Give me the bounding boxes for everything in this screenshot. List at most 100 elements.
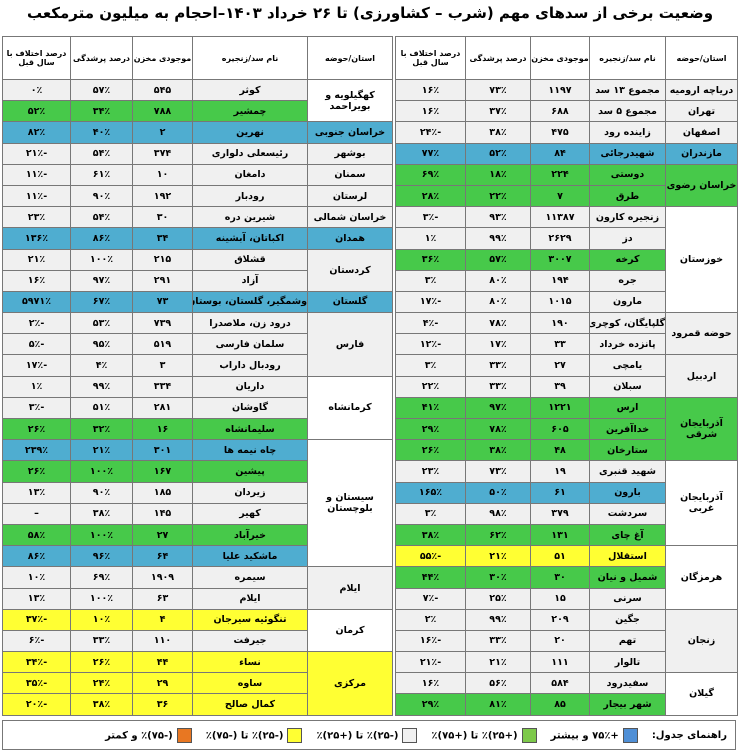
data-row: آزاد ۲۹۱ ۹۷٪ ۱۶٪: [2, 269, 393, 292]
dam-cell: کرخه: [589, 248, 666, 271]
dam-cell: ایلام: [192, 587, 308, 610]
change-cell: ۲۶٪: [2, 460, 71, 483]
dam-cell: شمیل و نیان: [589, 566, 666, 589]
header-row: استان/حوضه نام سد/زنجیره موجودی مخزن درصد پ…: [395, 36, 738, 80]
fill-cell: ۳۳٪: [465, 629, 531, 653]
data-row: پانزده خرداد ۳۳ ۱۷٪ -۱۲٪: [395, 333, 738, 356]
dam-cell: قشلاق: [192, 248, 308, 271]
dam-cell: تنگوئیه سیرجان: [192, 608, 308, 631]
fill-cell: ۹۹٪: [465, 608, 531, 631]
change-cell: -۳۷٪: [2, 608, 71, 631]
column-header: موجودی مخزن: [530, 36, 590, 80]
fill-cell: ۶۷٪: [70, 290, 133, 314]
volume-cell: ۴۷۵: [530, 121, 590, 144]
dam-cell: نساء: [192, 651, 308, 674]
province-cell: لرستان: [307, 184, 393, 208]
dam-cell: درود زن، ملاصدرا: [192, 312, 308, 335]
dam-cell: سیمره: [192, 566, 308, 589]
dam-cell: شهر بیجار: [589, 693, 666, 716]
fill-cell: ۳۳٪: [70, 629, 133, 653]
legend-label: +۷۵٪ و بیشتر: [550, 730, 619, 741]
volume-cell: ۲۸۱: [132, 396, 193, 420]
legend-swatch: [176, 727, 192, 743]
data-row: هرمزگان استقلال ۵۱ ۲۱٪ -۵۵٪: [395, 545, 738, 610]
legend-swatch: [287, 727, 303, 743]
data-row: کمال صالح ۳۶ ۳۸٪ -۲۰٪: [2, 693, 393, 716]
fill-cell: ۳۷٪: [465, 100, 531, 123]
volume-cell: ۷: [530, 184, 590, 208]
header-row: استان/حوضه نام سد/زنجیره موجودی مخزن درصد پ…: [2, 36, 393, 80]
volume-cell: ۱۹۰: [530, 312, 590, 335]
province-cell: فارس: [307, 312, 393, 377]
dam-cell: زنجیره کارون: [589, 206, 666, 229]
volume-cell: ۲۰۹: [530, 608, 590, 631]
province-cell: کرمان: [307, 608, 393, 653]
dam-cell: رودبار: [192, 184, 308, 208]
data-row: کرمان تنگوئیه سیرجان ۴ ۱۰٪ -۳۷٪: [2, 608, 393, 653]
fill-cell: ۳۳٪: [465, 375, 531, 398]
province-cell: دریاچه ارومیه: [665, 78, 738, 102]
data-row: سلیمانشاه ۱۶ ۳۲٪ ۲۶٪: [2, 417, 393, 441]
change-cell: -۱۷٪: [395, 290, 466, 314]
dam-cell: نهرین: [192, 121, 308, 144]
fill-cell: ۶۹٪: [70, 566, 133, 589]
data-row: ایلام سیمره ۱۹۰۹ ۶۹٪ ۱۰٪: [2, 566, 393, 610]
volume-cell: ۳: [132, 354, 193, 377]
change-cell: -۳٪: [395, 206, 466, 229]
data-row: خیرآباد ۲۷ ۱۰۰٪ ۵۸٪: [2, 523, 393, 547]
change-cell: -۲۰٪: [2, 693, 71, 716]
volume-cell: ۶۴: [132, 545, 193, 568]
dam-cell: خیرآباد: [192, 523, 308, 547]
change-cell: -۳۵٪: [2, 672, 71, 695]
change-cell: ۱۶٪: [395, 672, 466, 695]
data-row: خراسان رضوی دوستی ۲۲۴ ۱۸٪ ۶۹٪: [395, 163, 738, 208]
dam-cell: پانزده خرداد: [589, 333, 666, 356]
province-cell: اردبیل: [665, 354, 738, 398]
volume-cell: ۱۰۱۵: [530, 290, 590, 314]
data-row: جیرفت ۱۱۰ ۳۳٪ -۶٪: [2, 629, 393, 653]
volume-cell: ۵۱: [530, 545, 590, 568]
change-cell: ۵۹۷۱٪: [2, 290, 71, 314]
volume-cell: ۲۲۴: [530, 163, 590, 186]
volume-cell: ۱۶۷: [132, 460, 193, 483]
dam-cell: طرق: [589, 184, 666, 208]
fill-cell: ۷۸٪: [465, 417, 531, 441]
volume-cell: ۱۰: [132, 163, 193, 186]
change-cell: -۴٪: [395, 312, 466, 335]
column-header: استان/حوضه: [665, 36, 738, 80]
volume-cell: ۲۹: [132, 672, 193, 695]
data-row: تهم ۲۰ ۳۳٪ -۱۶٪: [395, 629, 738, 653]
dam-cell: جگین: [589, 608, 666, 631]
legend-item: (+۲۵)٪ تا (+۷۵)٪: [431, 727, 537, 743]
fill-cell: ۳۰٪: [465, 566, 531, 589]
change-cell: ۲۶٪: [2, 417, 71, 441]
volume-cell: ۱۴۵: [132, 502, 193, 525]
fill-cell: ۵۷٪: [70, 78, 133, 102]
volume-cell: ۴۴: [132, 651, 193, 674]
fill-cell: ۶۲٪: [465, 523, 531, 547]
data-row: گلستان وشمگیر، گلستان، بوستان ۷۳ ۶۷٪ ۵۹۷۱٪: [2, 290, 393, 314]
change-cell: ۱٪: [395, 227, 466, 250]
column-header: استان/حوضه: [307, 36, 393, 80]
change-cell: ۴۱٪: [395, 396, 466, 420]
fill-cell: ۷۳٪: [465, 460, 531, 483]
volume-cell: ۲۰: [530, 629, 590, 653]
data-row: فارس درود زن، ملاصدرا ۷۳۹ ۵۳٪ -۲٪: [2, 312, 393, 377]
change-cell: ۱۰٪: [2, 566, 71, 589]
volume-cell: ۷۳: [132, 290, 193, 314]
fill-cell: ۹۰٪: [70, 184, 133, 208]
data-row: گاوشان ۲۸۱ ۵۱٪ -۳٪: [2, 396, 393, 420]
volume-cell: ۲۷: [132, 523, 193, 547]
fill-cell: ۵۱٪: [70, 396, 133, 420]
title: وضعیت برخی از سدهای مهم (شرب – کشاورزی) …: [26, 4, 714, 22]
legend-item: (-۷۵)٪ و کمتر: [105, 727, 192, 743]
fill-cell: ۱۰۰٪: [70, 248, 133, 271]
volume-cell: ۶۸۸: [530, 100, 590, 123]
change-cell: ۲۳٪: [395, 460, 466, 483]
province-cell: خراسان رضوی: [665, 163, 738, 208]
legend-item: (-۲۵)٪ تا (+۲۵)٪: [316, 727, 418, 743]
dam-cell: سلیمانشاه: [192, 417, 308, 441]
province-cell: آذربایجان غربی: [665, 460, 738, 547]
fill-cell: ۲۵٪: [465, 587, 531, 610]
fill-cell: ۹۳٪: [465, 206, 531, 229]
